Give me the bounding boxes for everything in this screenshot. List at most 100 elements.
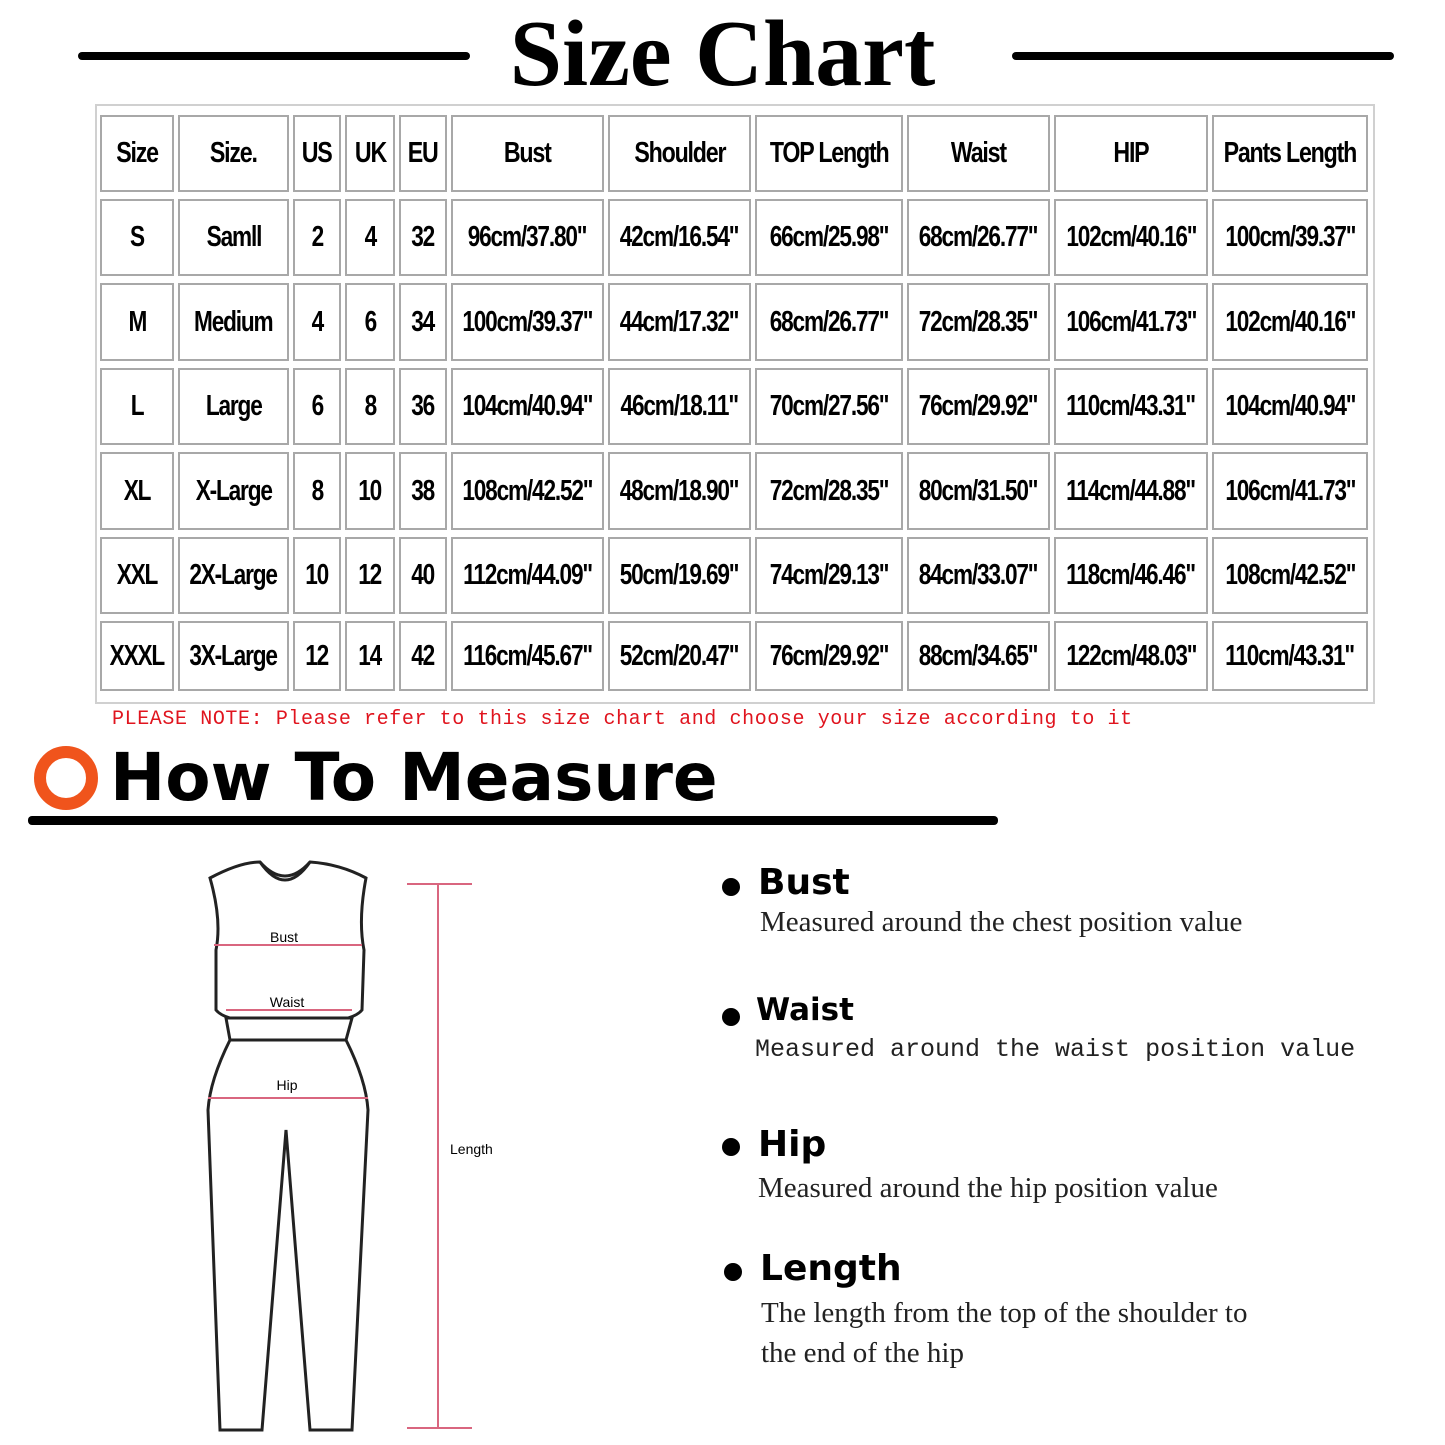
- cell-uk: 8: [345, 368, 395, 445]
- cell-value: 42cm/16.54": [620, 221, 740, 253]
- header-label: Shoulder: [634, 137, 726, 169]
- cell-waist: 72cm/28.35": [907, 283, 1050, 361]
- cell-pants-length: 110cm/43.31": [1212, 621, 1368, 691]
- cell-hip: 114cm/44.88": [1054, 452, 1208, 530]
- cell-value: X-Large: [195, 474, 272, 507]
- cell-size: XXXL: [100, 621, 174, 691]
- figure-label-bust: Bust: [270, 929, 298, 945]
- size-note: PLEASE NOTE: Please refer to this size c…: [112, 708, 1133, 731]
- cell-pants-length: 100cm/39.37": [1212, 199, 1368, 276]
- header-cell-eu: EU: [399, 115, 447, 192]
- cell-top-length: 68cm/26.77": [755, 283, 903, 361]
- cell-hip: 122cm/48.03": [1054, 621, 1208, 691]
- cell-value: 48cm/18.90": [620, 474, 740, 507]
- figure-label-waist: Waist: [270, 994, 305, 1010]
- cell-us: 8: [293, 452, 341, 530]
- cell-hip: 102cm/40.16": [1054, 199, 1208, 276]
- cell-size: XXL: [100, 537, 174, 614]
- title-rule-left: [78, 52, 470, 60]
- measure-hip-title: Hip: [758, 1124, 827, 1165]
- bullet-icon: [722, 878, 740, 896]
- title-rule-right: [1012, 52, 1394, 60]
- header-label: EU: [408, 137, 439, 169]
- cell-value: XXL: [116, 559, 159, 591]
- header-label: TOP Length: [769, 137, 890, 169]
- how-to-rule: [28, 816, 998, 825]
- cell-value: 104cm/40.94": [462, 390, 593, 422]
- cell-us: 2: [293, 199, 341, 276]
- cell-value: 122cm/48.03": [1065, 639, 1197, 672]
- cell-eu: 36: [399, 368, 447, 445]
- bullet-icon: [722, 1138, 740, 1156]
- cell-pants-length: 108cm/42.52": [1212, 537, 1368, 614]
- cell-us: 10: [293, 537, 341, 614]
- cell-top-length: 66cm/25.98": [755, 199, 903, 276]
- cell-size-name: X-Large: [178, 452, 289, 530]
- cell-bust: 112cm/44.09": [451, 537, 604, 614]
- cell-eu: 34: [399, 283, 447, 361]
- bullet-icon: [724, 1263, 742, 1281]
- cell-uk: 6: [345, 283, 395, 361]
- cell-top-length: 70cm/27.56": [755, 368, 903, 445]
- cell-value: 88cm/34.65": [919, 639, 1039, 672]
- cell-value: M: [128, 305, 147, 338]
- measure-waist-title: Waist: [756, 992, 854, 1028]
- cell-value: 42: [411, 639, 436, 672]
- cell-value: 4: [311, 305, 324, 338]
- cell-value: 84cm/33.07": [919, 559, 1039, 591]
- cell-value: 40: [411, 559, 436, 591]
- cell-value: Large: [205, 390, 263, 422]
- cell-value: 3X-Large: [189, 639, 279, 672]
- cell-value: 70cm/27.56": [769, 390, 890, 422]
- cell-value: 44cm/17.32": [620, 305, 740, 338]
- cell-value: 66cm/25.98": [769, 221, 890, 253]
- cell-shoulder: 48cm/18.90": [608, 452, 751, 530]
- cell-value: 12: [305, 639, 330, 672]
- cell-size: XL: [100, 452, 174, 530]
- cell-value: 34: [411, 305, 436, 338]
- header-label: Size.: [210, 137, 258, 169]
- cell-waist: 88cm/34.65": [907, 621, 1050, 691]
- cell-value: 72cm/28.35": [919, 305, 1039, 338]
- cell-value: 50cm/19.69": [620, 559, 740, 591]
- cell-waist: 68cm/26.77": [907, 199, 1050, 276]
- cell-shoulder: 44cm/17.32": [608, 283, 751, 361]
- figure-label-length: Length: [450, 1141, 493, 1157]
- bullet-icon: [722, 1008, 740, 1026]
- cell-value: 102cm/40.16": [1065, 221, 1197, 253]
- circle-bullet-icon: [34, 746, 98, 810]
- header-cell-shoulder: Shoulder: [608, 115, 751, 192]
- header-label: US: [302, 137, 333, 169]
- cell-value: 4: [364, 221, 377, 253]
- cell-top-length: 76cm/29.92": [755, 621, 903, 691]
- cell-value: 36: [411, 390, 436, 422]
- cell-value: 112cm/44.09": [463, 559, 593, 591]
- cell-shoulder: 50cm/19.69": [608, 537, 751, 614]
- cell-bust: 104cm/40.94": [451, 368, 604, 445]
- cell-value: 2X-Large: [189, 559, 279, 591]
- cell-size-name: Samll: [178, 199, 289, 276]
- figure-label-hip: Hip: [276, 1077, 297, 1093]
- cell-value: 76cm/29.92": [769, 639, 890, 672]
- cell-value: 110cm/43.31": [1066, 390, 1197, 422]
- header-cell-pants-length: Pants Length: [1212, 115, 1368, 192]
- cell-shoulder: 46cm/18.11": [608, 368, 751, 445]
- cell-value: S: [130, 221, 145, 253]
- cell-shoulder: 42cm/16.54": [608, 199, 751, 276]
- header-label: Waist: [950, 137, 1007, 169]
- cell-value: 106cm/41.73": [1224, 474, 1356, 507]
- cell-value: 118cm/46.46": [1066, 559, 1197, 591]
- cell-size-name: 2X-Large: [178, 537, 289, 614]
- cell-value: 72cm/28.35": [769, 474, 890, 507]
- cell-value: 10: [358, 474, 383, 507]
- header-label: Bust: [504, 137, 552, 169]
- header-label: UK: [354, 137, 386, 169]
- cell-value: 2: [311, 221, 324, 253]
- cell-size-name: Medium: [178, 283, 289, 361]
- cell-value: 10: [305, 559, 330, 591]
- cell-bust: 108cm/42.52": [451, 452, 604, 530]
- cell-waist: 84cm/33.07": [907, 537, 1050, 614]
- header-cell-bust: Bust: [451, 115, 604, 192]
- measure-bust-desc: Measured around the chest position value: [760, 906, 1243, 938]
- measure-length-desc: The length from the top of the shoulder …: [761, 1297, 1248, 1329]
